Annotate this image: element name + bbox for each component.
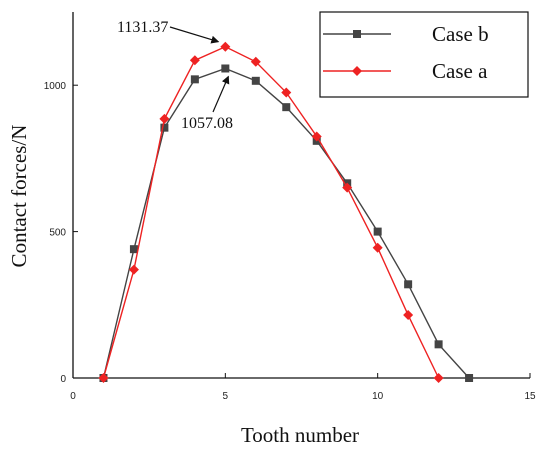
x-tick-label: 15 (524, 391, 536, 402)
series-line (102, 45, 440, 379)
data-point (251, 76, 260, 85)
data-point (465, 374, 474, 382)
data-point (129, 245, 138, 254)
data-point (250, 56, 261, 67)
x-axis-title: Tooth number (241, 423, 359, 447)
legend-marker (352, 66, 362, 76)
legend-label: Case b (432, 22, 489, 46)
series-layer (98, 41, 474, 383)
y-axis-title: Contact forces/N (7, 125, 31, 268)
data-point (221, 64, 230, 73)
data-point (433, 373, 444, 383)
data-point (404, 280, 413, 289)
data-point (434, 340, 443, 349)
data-point (159, 113, 170, 124)
legend-label: Case a (432, 59, 488, 83)
y-tick-label: 1000 (44, 81, 67, 92)
legend-box (319, 11, 529, 98)
y-axis: 0 500 1000 (44, 81, 78, 385)
legend: Case b Case a (319, 11, 529, 98)
data-point (311, 131, 322, 142)
peak-annotation-case-b: 1057.08 (181, 115, 233, 132)
peak-annotation-case-a: 1131.37 (117, 19, 168, 36)
data-point (342, 182, 353, 193)
data-point (372, 242, 383, 253)
y-tick-label: 500 (49, 228, 66, 239)
y-tick-label: 0 (60, 374, 66, 385)
data-point (282, 103, 291, 112)
annotations: 1131.37 1057.08 (117, 19, 233, 132)
data-point (403, 310, 414, 321)
annotation-arrow (169, 26, 220, 44)
data-point (220, 41, 231, 52)
data-point (281, 87, 292, 98)
annotation-arrow (212, 75, 230, 113)
data-point (373, 227, 382, 236)
plot-frame (72, 12, 530, 379)
legend-marker (353, 30, 361, 38)
x-tick-label: 0 (70, 391, 76, 402)
data-point (128, 264, 139, 275)
x-tick-label: 10 (372, 391, 384, 402)
series-line (102, 67, 470, 379)
data-point (189, 55, 200, 66)
data-point (160, 123, 169, 132)
x-axis: 0 5 10 15 (70, 373, 536, 402)
data-point (190, 75, 199, 84)
x-tick-label: 5 (223, 391, 229, 402)
data-point (98, 373, 109, 383)
